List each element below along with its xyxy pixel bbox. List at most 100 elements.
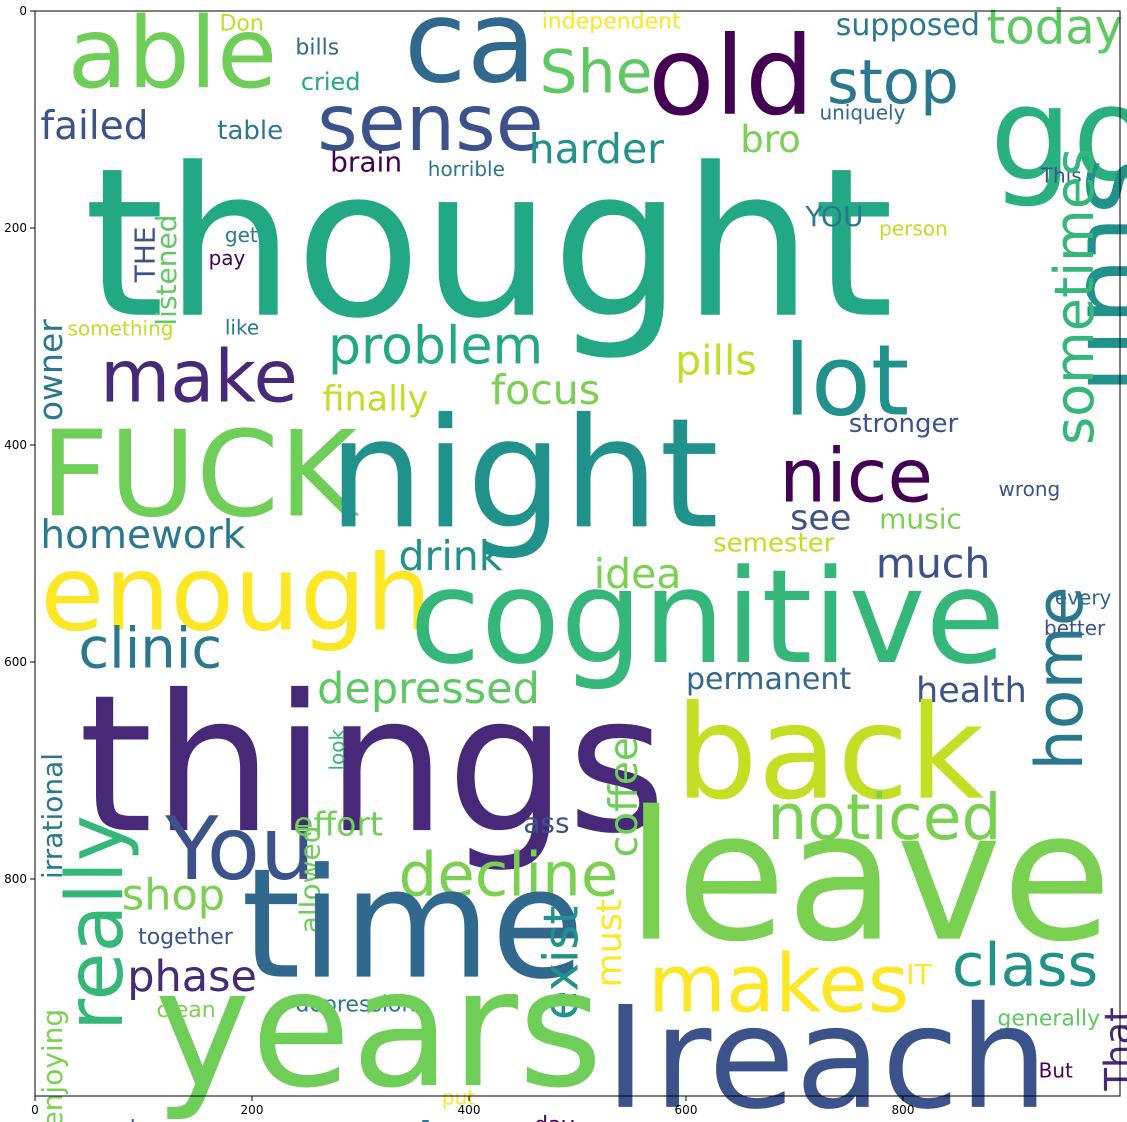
word-stuff: stuff [1061,157,1127,404]
word-back: back [675,677,984,829]
word-don: Don [219,12,263,37]
y-tick-label: 400 [4,438,27,452]
word-things: things [78,654,666,875]
word-home: home [1023,586,1098,770]
y-tick-label: 800 [4,872,27,886]
x-tick-label: 800 [892,1103,915,1117]
word-generally: generally [997,1006,1100,1031]
word-see: see [790,499,851,539]
word-go: go [990,58,1127,210]
word-that: That [1097,1007,1127,1091]
word-table: table [217,116,283,146]
word-bro: bro [740,118,801,161]
word-better: better [1044,616,1106,640]
word-every: every [1055,585,1112,609]
word-sense: sense [317,79,544,169]
y-tick-label: 600 [4,655,27,669]
word-supposed: supposed [836,8,980,43]
word-nice: nice [779,433,933,519]
word-cried: cried [301,68,361,96]
word-listened: listened [150,215,183,326]
x-tick-label: 0 [31,1103,39,1117]
word-enjoying: enjoying [36,1009,69,1122]
word-stop: stop [827,47,959,118]
word-old: old [648,13,814,140]
x-tick-label: 400 [458,1103,481,1117]
word-something: something [68,316,174,340]
word-horrible: horrible [428,157,505,181]
word-decline: decline [398,839,618,910]
word-depression: depression [295,992,415,1017]
x-tick-label: 200 [241,1103,264,1117]
word-ass: ass [523,806,569,839]
word-put: put [442,1086,475,1110]
word-irrational: irrational [36,753,69,879]
word-uniquely: uniquely [819,101,905,125]
word-exist: exist [534,906,590,1020]
word-make: make [100,335,298,419]
word-the: THE [128,226,161,283]
word-look: look [325,728,349,770]
word-drink: drink [398,532,502,580]
word-person: person [879,217,948,241]
word-effort: effort [293,805,383,844]
y-tick-label: 200 [4,221,27,235]
y-tick-label: 0 [19,4,27,18]
word-today: today [987,0,1123,56]
word-independent: independent [542,9,681,34]
word-fuck: FUCK [40,407,360,545]
word-enough: enough [40,532,431,654]
word-i: I [605,977,647,1122]
word-finally: finally [323,379,429,419]
word-idea: idea [594,550,682,598]
word-problem: problem [328,317,543,377]
word-thought: thought [84,124,894,364]
word-owner: owner [31,319,70,421]
word-sometimes: sometimes [1043,148,1106,445]
x-tick-label: 600 [675,1103,698,1117]
word-permanent: permanent [686,662,851,697]
x-axis: 0 200 400 600 800 [31,1096,914,1117]
word-day: day [534,1113,574,1122]
word-like: like [225,315,259,339]
word-this: This [1040,163,1082,187]
word-bills: bills [295,35,339,60]
word-get: get [225,223,258,247]
word-stronger: stronger [849,409,959,439]
word-depressed: depressed [317,664,540,714]
word-people: people [236,1108,480,1122]
plot-frame [34,10,1121,1097]
word-but: But [1039,1059,1073,1083]
word-semester: semester [713,528,835,558]
word-much: much [876,539,990,587]
word-reach: reach [653,977,1048,1122]
word-shop: shop [122,870,225,920]
word-terrible: terrible [729,1110,989,1122]
word-she: She [540,37,653,107]
word-lot: lot [784,325,910,439]
word-class: class [952,930,1098,999]
word-really: really [51,815,141,1031]
word-work: work [89,1117,142,1122]
word-it: IT [906,958,932,991]
word-pills: pills [675,336,757,384]
word-you: YOU [804,200,863,233]
word-time: time [241,836,584,1013]
y-axis: 0 200 400 600 800 [4,4,35,886]
word-cognitive: cognitive [409,541,1005,693]
word-noticed: noticed [767,781,1001,854]
word-able: able [68,0,278,111]
word-clean: clean [157,998,216,1023]
word-phase: phase [127,952,257,1002]
word-focus: focus [491,366,600,414]
word-coffee: coffee [602,737,647,857]
word-allowed: allowed [293,826,326,934]
word-failed: failed [40,104,148,149]
word-ca: ca [404,0,537,109]
word-harder: harder [529,125,664,173]
word-music: music [879,503,962,536]
word-wrong: wrong [998,477,1060,501]
word-years: years [154,935,603,1122]
word-night: night [328,385,719,562]
